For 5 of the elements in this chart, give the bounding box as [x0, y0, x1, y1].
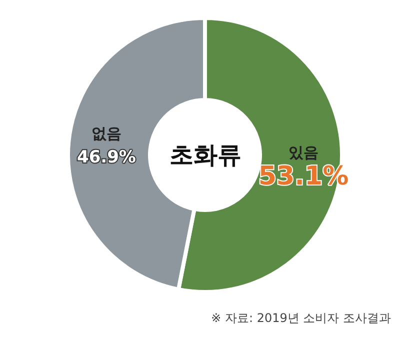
text: 초화류 [170, 141, 242, 169]
slice-label: 있음 [288, 144, 319, 162]
data-label: 46.9% [76, 147, 136, 168]
text: ※ 자료: 2019년 소비자 조사결과 [211, 311, 392, 325]
slice-label: 없음 [91, 124, 122, 142]
